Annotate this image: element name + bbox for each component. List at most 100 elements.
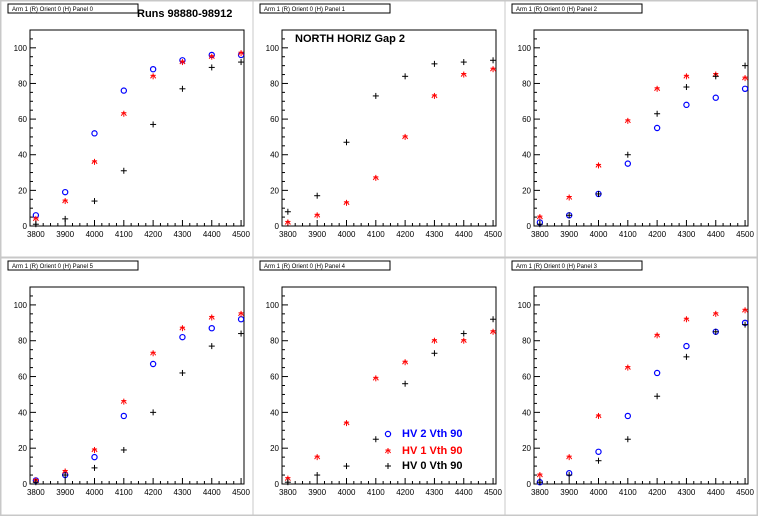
data-point-hv0 xyxy=(284,479,291,486)
data-point-hv0 xyxy=(343,463,350,470)
data-point-hv2 xyxy=(683,101,690,109)
data-point-hv0 xyxy=(431,60,438,67)
data-point-hv1 xyxy=(536,214,543,221)
legend-marker-cross xyxy=(385,463,391,469)
x-tick-label: 4400 xyxy=(203,230,221,239)
x-tick-label: 3900 xyxy=(56,488,74,497)
data-point-hv0 xyxy=(372,436,379,443)
data-point-hv1 xyxy=(343,420,350,427)
x-tick-label: 4100 xyxy=(115,488,133,497)
plot-frame xyxy=(29,29,245,227)
data-point-hv0 xyxy=(402,380,409,387)
data-point-hv2 xyxy=(120,412,128,420)
data-point-hv1 xyxy=(431,92,438,99)
chart-panel-4: Arm 1 (R) Orient 0 (H) Panel 4 0 20 40 60 80 1… xyxy=(253,258,505,515)
x-tick-label: 4100 xyxy=(115,230,133,239)
data-point-hv0 xyxy=(343,139,350,146)
y-tick-label: 100 xyxy=(518,44,532,53)
y-tick-label: 20 xyxy=(18,186,27,195)
x-tick-label: 4100 xyxy=(619,488,637,497)
y-tick-label: 0 xyxy=(23,480,28,489)
legend-marker-circle xyxy=(384,430,392,438)
data-point-hv1 xyxy=(402,359,409,366)
data-point-hv2 xyxy=(91,453,98,461)
y-tick-label: 20 xyxy=(522,186,531,195)
legend-label: HV 0 Vth 90 xyxy=(402,460,463,472)
data-point-hv0 xyxy=(566,472,573,479)
data-point-hv0 xyxy=(624,151,631,158)
data-point-hv0 xyxy=(683,84,690,91)
data-point-hv1 xyxy=(624,117,631,124)
data-point-hv1 xyxy=(91,158,98,165)
data-point-hv0 xyxy=(150,121,157,128)
data-point-hv0 xyxy=(150,409,157,416)
y-tick-label: 20 xyxy=(270,444,279,453)
data-point-hv0 xyxy=(460,59,467,66)
chart-panel-3: Arm 1 (R) Orient 0 (H) Panel 5 0 20 40 60 80 1… xyxy=(1,258,253,515)
x-tick-label: 3800 xyxy=(279,230,297,239)
panel-title-box: Arm 1 (R) Orient 0 (H) Panel 4 xyxy=(259,260,391,271)
x-tick-label: 4400 xyxy=(707,230,725,239)
data-point-hv0 xyxy=(536,479,543,486)
data-point-hv1 xyxy=(284,219,291,226)
y-tick-label: 60 xyxy=(18,373,27,382)
data-point-hv1 xyxy=(208,314,215,321)
x-tick-label: 4500 xyxy=(232,488,250,497)
panel-border xyxy=(2,2,252,256)
x-tick-label: 3900 xyxy=(56,230,74,239)
x-tick-label: 4000 xyxy=(86,230,104,239)
data-point-hv0 xyxy=(91,198,98,205)
data-point-hv0 xyxy=(595,190,602,197)
x-tick-label: 3900 xyxy=(308,230,326,239)
data-point-hv1 xyxy=(343,199,350,206)
chart-panel-5: Arm 1 (R) Orient 0 (H) Panel 3 0 20 40 60 80 1… xyxy=(505,258,757,515)
data-point-hv2 xyxy=(208,324,215,332)
x-tick-label: 3900 xyxy=(560,488,578,497)
x-tick-label: 4000 xyxy=(590,230,608,239)
y-tick-label: 0 xyxy=(23,222,28,231)
panel-title: Arm 1 (R) Orient 0 (H) Panel 5 xyxy=(12,264,94,270)
panel-title-box: Arm 1 (R) Orient 0 (H) Panel 5 xyxy=(7,260,139,271)
data-point-hv2 xyxy=(624,412,632,420)
panel-title-box: Arm 1 (R) Orient 0 (H) Panel 3 xyxy=(511,260,643,271)
x-tick-label: 4500 xyxy=(484,488,502,497)
data-point-hv0 xyxy=(62,215,69,222)
data-point-hv0 xyxy=(654,110,661,117)
y-tick-label: 20 xyxy=(18,444,27,453)
data-point-hv0 xyxy=(712,73,719,80)
x-tick-label: 4100 xyxy=(367,488,385,497)
panel-border xyxy=(506,259,756,514)
x-tick-label: 4400 xyxy=(203,488,221,497)
data-point-hv1 xyxy=(595,162,602,169)
y-tick-label: 0 xyxy=(275,480,280,489)
data-point-hv0 xyxy=(179,85,186,92)
x-tick-label: 4300 xyxy=(426,488,444,497)
chart-panel-2: Arm 1 (R) Orient 0 (H) Panel 2 0 20 40 60 80 1… xyxy=(505,1,757,257)
y-tick-label: 20 xyxy=(270,186,279,195)
x-tick-label: 4400 xyxy=(455,230,473,239)
data-point-hv2 xyxy=(61,188,69,196)
x-tick-label: 3800 xyxy=(27,488,45,497)
x-tick-label: 4300 xyxy=(678,230,696,239)
legend-marker-star xyxy=(384,448,392,454)
data-point-hv1 xyxy=(595,412,602,419)
data-point-hv0 xyxy=(683,353,690,360)
data-point-hv0 xyxy=(179,369,186,376)
x-tick-label: 4200 xyxy=(396,488,414,497)
data-point-hv2 xyxy=(712,94,719,101)
data-point-hv0 xyxy=(742,321,749,328)
data-point-hv1 xyxy=(490,66,497,73)
data-point-hv1 xyxy=(566,454,573,461)
y-tick-label: 80 xyxy=(522,79,531,88)
data-point-hv1 xyxy=(150,350,157,357)
data-point-hv1 xyxy=(624,364,631,371)
x-tick-label: 4100 xyxy=(619,230,637,239)
x-tick-label: 4200 xyxy=(648,230,666,239)
data-point-hv0 xyxy=(742,62,749,69)
x-tick-label: 4200 xyxy=(648,488,666,497)
data-point-hv0 xyxy=(566,212,573,219)
legend: HV 2 Vth 90 HV 1 Vth 90 HV 0 Vth 90 xyxy=(384,428,463,472)
panel-title-box: Arm 1 (R) Orient 0 (H) Panel 0 xyxy=(7,3,139,14)
legend-label: HV 2 Vth 90 xyxy=(402,428,463,440)
data-point-hv1 xyxy=(120,110,127,117)
